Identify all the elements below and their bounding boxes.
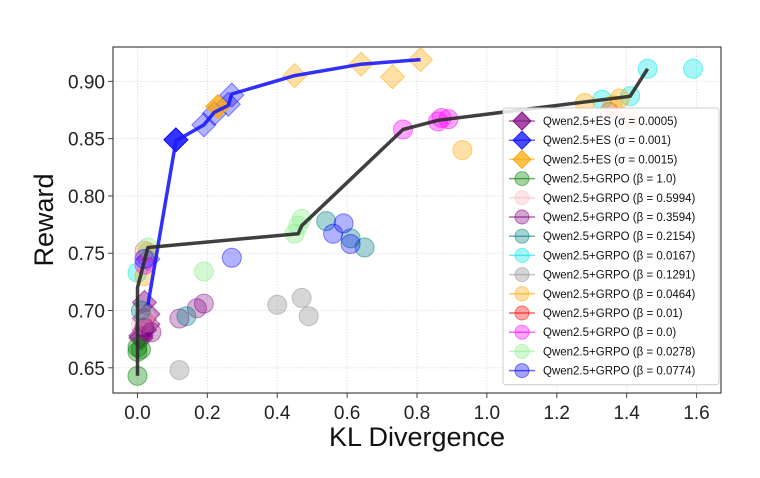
circle-point xyxy=(134,306,155,327)
legend-entry: Qwen2.5+GRPO (β = 0.0278) xyxy=(509,343,696,359)
legend-circle-icon xyxy=(514,324,530,340)
legend-entry: Qwen2.5+GRPO (β = 0.3594) xyxy=(509,209,696,225)
x-axis-title: KL Divergence xyxy=(329,422,505,452)
x-tick-label: 1.2 xyxy=(544,403,570,424)
circle-point xyxy=(169,360,190,381)
legend-entry: Qwen2.5+ES (σ = 0.0005) xyxy=(509,111,677,131)
legend-circle-icon xyxy=(514,286,530,302)
y-tick-label: 0.90 xyxy=(68,72,105,93)
x-axis-ticks: 0.0 0.2 0.4 0.6 0.8 1.0 1.2 1.4 1.6 xyxy=(124,393,710,424)
legend-label: Qwen2.5+GRPO (β = 0.0278) xyxy=(543,346,696,358)
legend-entry: Qwen2.5+GRPO (β = 0.1291) xyxy=(509,267,696,283)
circle-point xyxy=(333,213,354,234)
frontier-line xyxy=(135,67,650,376)
circle-point xyxy=(340,234,361,255)
legend-label: Qwen2.5+GRPO (β = 0.0774) xyxy=(543,366,696,378)
grid-lines xyxy=(113,47,721,393)
y-tick-label: 0.85 xyxy=(68,130,105,151)
circle-point xyxy=(267,294,288,315)
legend-label: Qwen2.5+GRPO (β = 1.0) xyxy=(543,174,676,186)
legend-circle-icon xyxy=(514,363,530,379)
x-tick-label: 0.0 xyxy=(124,403,150,424)
x-tick-label: 1.4 xyxy=(613,403,640,424)
legend-label: Qwen2.5+GRPO (β = 0.0) xyxy=(543,327,676,339)
legend-circle-icon xyxy=(514,190,530,206)
diamond-point xyxy=(379,64,406,90)
legend-circle-icon xyxy=(514,228,530,244)
circle-point xyxy=(169,308,190,329)
y-tick-label: 0.70 xyxy=(68,302,105,323)
x-tick-label: 0.2 xyxy=(194,403,220,424)
legend: Qwen2.5+ES (σ = 0.0005) Qwen2.5+ES (σ = 0… xyxy=(502,107,720,386)
circle-point xyxy=(134,317,155,338)
legend-label: Qwen2.5+GRPO (β = 0.01) xyxy=(543,308,683,320)
legend-diamond-icon xyxy=(512,111,532,131)
legend-label: Qwen2.5+GRPO (β = 0.5994) xyxy=(543,193,696,205)
circle-point xyxy=(193,261,214,282)
legend-circle-icon xyxy=(514,305,530,321)
legend-label: Qwen2.5+GRPO (β = 0.1291) xyxy=(543,270,696,282)
x-tick-label: 0.4 xyxy=(264,403,291,424)
circle-point xyxy=(452,140,473,161)
frontier-line xyxy=(146,57,421,306)
legend-label: Qwen2.5+ES (σ = 0.0005) xyxy=(543,116,677,128)
circle-point xyxy=(683,58,704,79)
legend-diamond-icon xyxy=(512,149,532,170)
legend-entry: Qwen2.5+ES (σ = 0.001) xyxy=(509,130,671,150)
circle-point xyxy=(354,237,375,258)
legend-entry: Qwen2.5+GRPO (β = 0.0) xyxy=(509,324,676,340)
circle-point xyxy=(298,306,319,327)
y-axis-ticks: 0.65 0.70 0.75 0.80 0.85 0.90 xyxy=(68,72,113,380)
legend-entry: Qwen2.5+GRPO (β = 1.0) xyxy=(509,171,676,187)
circle-point xyxy=(193,293,214,314)
y-tick-label: 0.65 xyxy=(68,359,105,380)
legend-entry: Qwen2.5+GRPO (β = 0.01) xyxy=(509,305,683,321)
legend-circle-icon xyxy=(514,343,530,359)
circle-point xyxy=(141,322,162,343)
legend-diamond-icon xyxy=(512,130,532,150)
legend-label: Qwen2.5+GRPO (β = 0.2154) xyxy=(543,231,696,243)
circle-point xyxy=(323,223,344,244)
x-tick-label: 0.8 xyxy=(404,403,430,424)
legend-entry: Qwen2.5+ES (σ = 0.0015) xyxy=(509,149,677,170)
circle-point xyxy=(221,247,242,268)
legend-entry: Qwen2.5+GRPO (β = 0.0464) xyxy=(509,286,696,302)
legend-label: Qwen2.5+ES (σ = 0.0015) xyxy=(543,154,677,166)
legend-circle-icon xyxy=(514,247,530,263)
series-8 xyxy=(169,287,319,381)
pareto-frontier-lines xyxy=(135,57,650,376)
circle-point xyxy=(291,287,312,308)
legend-label: Qwen2.5+GRPO (β = 0.0167) xyxy=(543,250,696,262)
legend-entry: Qwen2.5+GRPO (β = 0.0774) xyxy=(509,363,696,379)
legend-entry: Qwen2.5+GRPO (β = 0.5994) xyxy=(509,190,696,206)
x-tick-label: 1.0 xyxy=(474,403,500,424)
x-tick-label: 0.6 xyxy=(334,403,360,424)
x-tick-label: 1.6 xyxy=(683,403,709,424)
legend-box xyxy=(502,107,720,386)
legend-circle-icon xyxy=(514,171,530,187)
legend-entry: Qwen2.5+GRPO (β = 0.2154) xyxy=(509,228,696,244)
legend-label: Qwen2.5+ES (σ = 0.001) xyxy=(543,135,671,147)
circle-point xyxy=(176,306,197,327)
series-6 xyxy=(130,211,375,327)
series-5 xyxy=(134,293,214,343)
circle-point xyxy=(340,228,361,249)
y-axis-title: Reward xyxy=(29,173,59,266)
y-tick-label: 0.75 xyxy=(68,244,105,265)
legend-label: Qwen2.5+GRPO (β = 0.0464) xyxy=(543,289,696,301)
legend-label: Qwen2.5+GRPO (β = 0.3594) xyxy=(543,212,696,224)
legend-circle-icon xyxy=(514,209,530,225)
circle-point xyxy=(316,211,337,232)
circle-point xyxy=(637,58,658,79)
circle-point xyxy=(186,298,207,319)
y-tick-label: 0.80 xyxy=(68,187,105,208)
legend-circle-icon xyxy=(514,267,530,283)
legend-entry: Qwen2.5+GRPO (β = 0.0167) xyxy=(509,247,696,263)
